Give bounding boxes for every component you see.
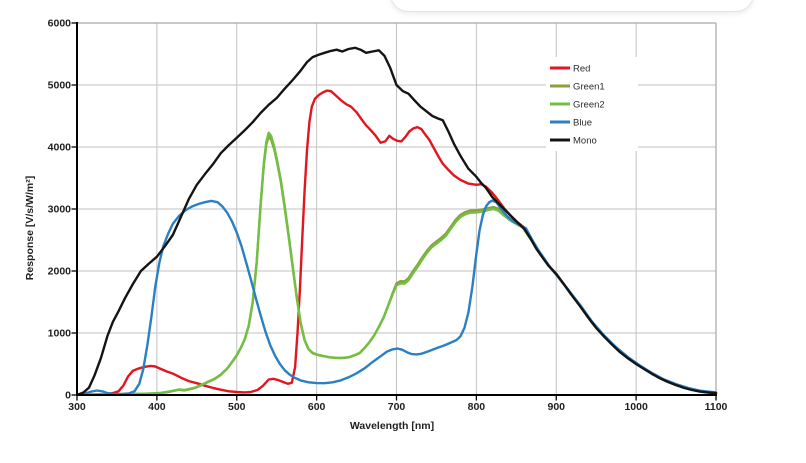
y-tick-label-4000: 4000 bbox=[48, 142, 72, 154]
y-tick-label-6000: 6000 bbox=[48, 18, 72, 30]
legend-label-red: Red bbox=[573, 64, 590, 75]
x-tick-label-400: 400 bbox=[148, 401, 166, 413]
x-tick-label-500: 500 bbox=[228, 401, 246, 413]
legend-item-mono: Mono bbox=[550, 136, 597, 147]
y-axis-title: Response [V/s/W/m²] bbox=[24, 176, 36, 280]
legend-item-green1: Green1 bbox=[550, 82, 605, 93]
x-axis-title: Wavelength [nm] bbox=[350, 420, 434, 432]
x-tick-labels: 300 400 500 600 700 800 900 1000 1100 bbox=[68, 401, 727, 413]
legend-item-blue: Blue bbox=[550, 118, 592, 129]
y-tick-label-2000: 2000 bbox=[48, 266, 72, 278]
x-tick-label-700: 700 bbox=[388, 401, 406, 413]
y-tick-label-1000: 1000 bbox=[48, 328, 72, 340]
legend-label-green1: Green1 bbox=[573, 82, 605, 93]
legend-label-blue: Blue bbox=[573, 118, 592, 129]
x-tick-label-800: 800 bbox=[468, 401, 486, 413]
y-tick-label-3000: 3000 bbox=[48, 204, 72, 216]
legend-item-red: Red bbox=[550, 64, 590, 75]
curves bbox=[75, 46, 718, 397]
curve-mono bbox=[75, 46, 718, 397]
legend-item-green2: Green2 bbox=[550, 100, 605, 111]
y-tick-label-5000: 5000 bbox=[48, 80, 72, 92]
x-tick-label-300: 300 bbox=[68, 401, 86, 413]
x-tick-label-900: 900 bbox=[547, 401, 565, 413]
x-tick-label-1000: 1000 bbox=[624, 401, 648, 413]
x-tick-label-600: 600 bbox=[308, 401, 326, 413]
x-tick-label-1100: 1100 bbox=[705, 401, 728, 413]
plot-border bbox=[77, 22, 717, 395]
legend: Red Green1 Green2 Blue Mono bbox=[546, 57, 638, 151]
y-tick-label-0: 0 bbox=[65, 390, 71, 402]
y-tick-labels: 0 1000 2000 3000 4000 5000 6000 bbox=[48, 18, 72, 402]
legend-label-mono: Mono bbox=[573, 136, 597, 147]
legend-label-green2: Green2 bbox=[573, 100, 605, 111]
